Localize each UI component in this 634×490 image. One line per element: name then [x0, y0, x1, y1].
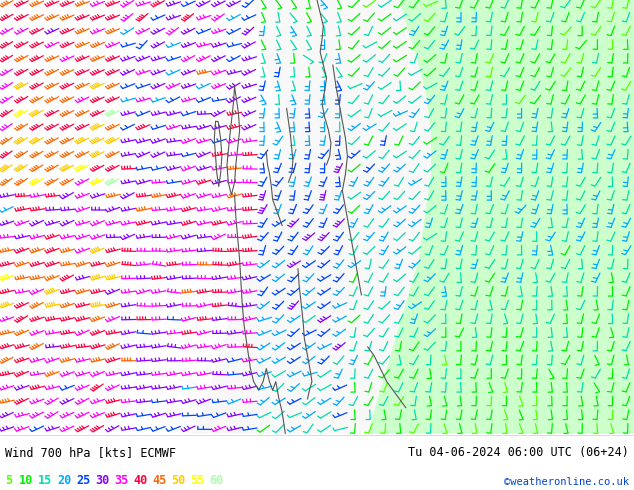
Text: 35: 35	[114, 474, 128, 487]
Text: Tu 04-06-2024 06:00 UTC (06+24): Tu 04-06-2024 06:00 UTC (06+24)	[408, 446, 629, 459]
Text: 25: 25	[76, 474, 90, 487]
Text: 55: 55	[190, 474, 204, 487]
Polygon shape	[368, 0, 634, 434]
Polygon shape	[190, 0, 634, 434]
Text: Wind 700 hPa [kts] ECMWF: Wind 700 hPa [kts] ECMWF	[5, 446, 176, 459]
Text: ©weatheronline.co.uk: ©weatheronline.co.uk	[504, 477, 629, 487]
Text: 45: 45	[152, 474, 166, 487]
Text: 15: 15	[38, 474, 52, 487]
Text: 50: 50	[171, 474, 185, 487]
Text: 10: 10	[19, 474, 33, 487]
Polygon shape	[304, 0, 380, 108]
Text: 5: 5	[5, 474, 12, 487]
Text: 40: 40	[133, 474, 147, 487]
Text: 60: 60	[209, 474, 223, 487]
Text: 20: 20	[57, 474, 71, 487]
Text: 30: 30	[95, 474, 109, 487]
